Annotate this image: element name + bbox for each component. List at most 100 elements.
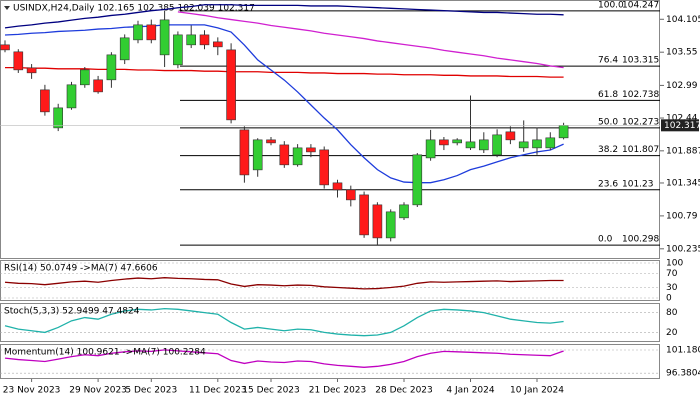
candle-body — [93, 79, 103, 93]
candle-body — [239, 129, 250, 176]
y-tick-label: 104.105 — [666, 15, 700, 25]
ma-line — [4, 4, 564, 29]
candle-body — [492, 134, 502, 156]
candle-body — [292, 147, 303, 166]
fib-price: 104.247 — [622, 0, 659, 10]
y-tick-label: 101.345 — [666, 178, 700, 188]
candle-body — [226, 49, 236, 121]
indicator-label: Momentum(14) 100.9621 ->MA(7) 100.2284 — [4, 348, 206, 358]
candle-body — [173, 34, 183, 66]
x-tick-label: 10 Jan 2024 — [510, 386, 564, 396]
candle-body — [319, 149, 330, 186]
x-tick-label: 21 Dec 2023 — [309, 386, 367, 396]
candle-body — [332, 182, 343, 191]
fib-price: 102.738 — [622, 90, 659, 100]
fib-level: 38.2 — [598, 145, 618, 155]
fib-level: 100.0 — [598, 0, 624, 10]
candle-body — [159, 19, 170, 56]
last-price-box — [661, 119, 699, 132]
fib-level: 61.8 — [598, 90, 618, 100]
fib-level: 50.0 — [598, 117, 618, 127]
fib-level: 0.0 — [598, 235, 613, 245]
x-tick-label: 11 Dec 2023 — [189, 386, 247, 396]
candle-body — [252, 139, 263, 171]
fib-level: 76.4 — [598, 56, 618, 66]
indicator-label: Stoch(5,3,3) 52.9499 47.4824 — [4, 307, 140, 317]
candle-body — [133, 24, 143, 41]
fib-price: 102.273 — [622, 117, 659, 127]
indicator-line — [4, 307, 564, 337]
y-tick-label: 102.44 — [666, 114, 698, 124]
candle-body — [452, 139, 463, 144]
y-tick-label: 100.79 — [666, 211, 698, 221]
indicator-label: RSI(14) 50.0749 ->MA(7) 47.6606 — [4, 264, 158, 274]
candle-body — [40, 89, 50, 113]
candle-body — [465, 141, 476, 149]
y-tick-label: 102.99 — [666, 81, 698, 91]
candle-body — [66, 84, 77, 109]
candle-body — [53, 107, 64, 129]
candle-body — [385, 211, 396, 239]
stoch-panel — [0, 303, 660, 342]
candle-body — [266, 139, 276, 144]
main-panel — [0, 0, 660, 259]
indicator-line — [4, 349, 564, 368]
ma-line — [5, 66, 564, 78]
chart-title: USINDX,H24,Daily 102.165 102.385 102.039… — [13, 4, 255, 14]
candle-body — [345, 189, 356, 201]
candle-body — [399, 204, 409, 219]
candle-body — [119, 37, 130, 61]
indicator-tick-label: 80 — [666, 308, 678, 318]
fib-price: 103.315 — [622, 56, 659, 66]
candle-body — [425, 139, 436, 159]
candle-body — [505, 131, 516, 141]
candle-body — [13, 51, 24, 71]
indicator-tick-label: 0 — [666, 294, 672, 304]
x-tick-label: 28 Dec 2023 — [375, 386, 433, 396]
indicator-tick-label: 20 — [666, 328, 678, 338]
indicator-tick-label: 100 — [666, 259, 683, 269]
candle-body — [518, 141, 529, 149]
fib-price: 101.807 — [622, 145, 659, 155]
candle-body — [0, 44, 10, 51]
candle-body — [372, 204, 383, 239]
candle-body — [279, 144, 290, 166]
fib-level: 23.6 — [598, 179, 618, 189]
candle-body — [106, 54, 117, 81]
fib-price: 100.298 — [622, 235, 659, 245]
candle-body — [146, 24, 157, 41]
candle-body — [439, 139, 449, 146]
y-tick-label: 103.55 — [666, 48, 698, 58]
y-tick-label: 101.887 — [666, 146, 700, 156]
candle-body — [545, 137, 556, 149]
indicator-tick-label: 30 — [666, 283, 678, 293]
indicator-tick-label: 96.3804 — [666, 369, 700, 379]
candle-body — [558, 125, 569, 139]
x-tick-label: 15 Dec 2023 — [242, 386, 300, 396]
symbol-icon — [4, 6, 10, 10]
x-tick-label: 5 Dec 2023 — [125, 386, 177, 396]
ma-line — [4, 24, 564, 184]
indicator-line — [4, 277, 564, 290]
indicator-tick-label: 101.1803 — [666, 345, 700, 355]
candle-body — [199, 34, 210, 46]
candle-body — [213, 41, 223, 48]
candle-body — [478, 139, 489, 151]
fib-price: 101.23 — [622, 179, 654, 189]
last-price-label: 102.317 — [664, 121, 700, 131]
y-tick-label: 100.235 — [666, 244, 700, 254]
x-tick-label: 23 Nov 2023 — [3, 386, 61, 396]
candle-body — [532, 139, 542, 149]
x-tick-label: 29 Nov 2023 — [69, 386, 127, 396]
candle-body — [26, 67, 37, 74]
indicator-tick-label: 70 — [666, 269, 678, 279]
candle-body — [359, 194, 369, 236]
x-tick-label: 4 Jan 2024 — [446, 386, 494, 396]
candle-body — [186, 34, 196, 46]
candle-body — [80, 69, 90, 86]
momentum-panel — [0, 344, 660, 379]
rsi-panel — [0, 260, 660, 301]
ma-line — [177, 11, 564, 69]
candle-body — [306, 147, 316, 153]
